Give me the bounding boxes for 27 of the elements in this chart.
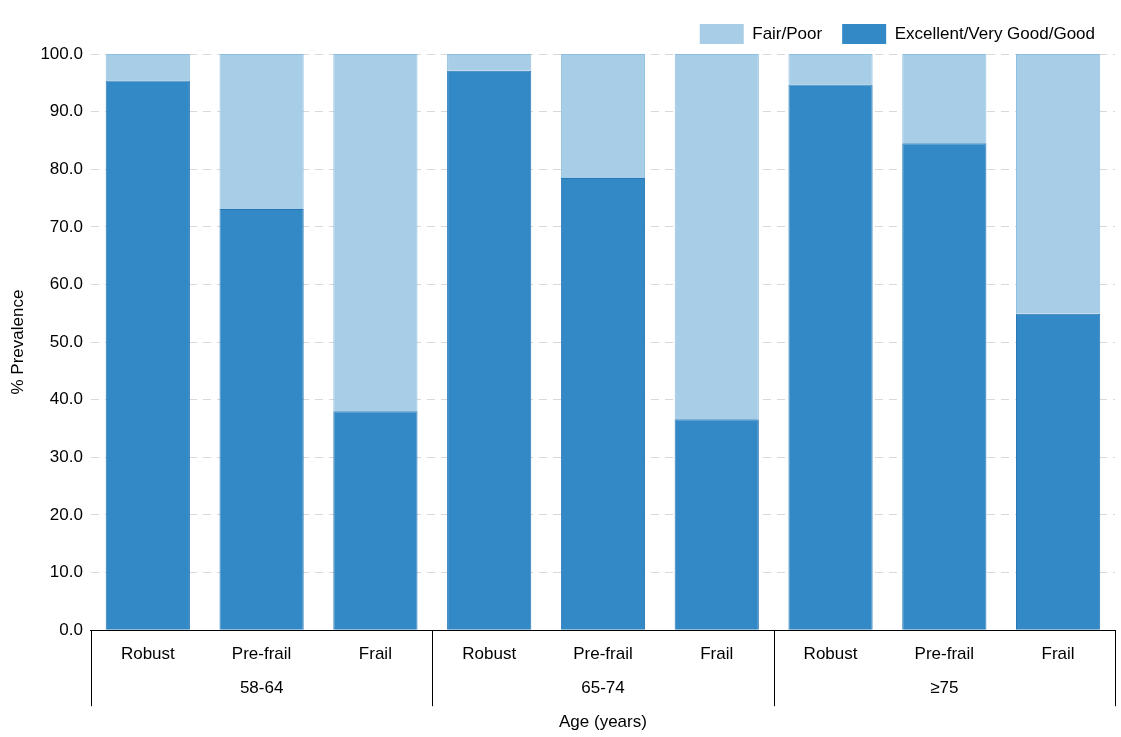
y-tick-label: 40.0 [49,389,83,409]
legend-label: Excellent/Very Good/Good [894,23,1095,43]
y-tick-label: 80.0 [49,158,83,178]
x-tick-label: Frail [358,644,392,664]
legend-label: Fair/Poor [752,23,823,43]
x-tick-label: Robust [462,644,517,664]
x-tick-label: Frail [700,644,734,664]
y-tick-label: 0.0 [59,619,83,639]
y-tick-label: 50.0 [49,331,83,351]
y-tick-label: 20.0 [49,504,83,524]
y-tick-label: 70.0 [49,216,83,236]
text: ≥75 [930,677,959,697]
x-tick-label: Pre-frail [231,644,292,664]
y-tick-label: 60.0 [49,274,83,294]
y-tick-label: 100.0 [40,43,83,63]
x-tick-label: Frail [1041,644,1075,664]
text: 58-64 [239,677,284,697]
y-tick-label: 90.0 [49,101,83,121]
x-tick-label: Robust [803,644,858,664]
x-tick-label: Robust [120,644,176,664]
x-axis-title: Age (years) [559,712,647,732]
x-tick-label: Pre-frail [573,644,633,664]
y-axis-title: % Prevalence [7,289,27,395]
x-tick-label: Pre-frail [914,644,975,664]
text: 65-74 [581,677,625,697]
y-tick-label: 30.0 [49,447,83,467]
y-tick-label: 10.0 [49,562,83,582]
